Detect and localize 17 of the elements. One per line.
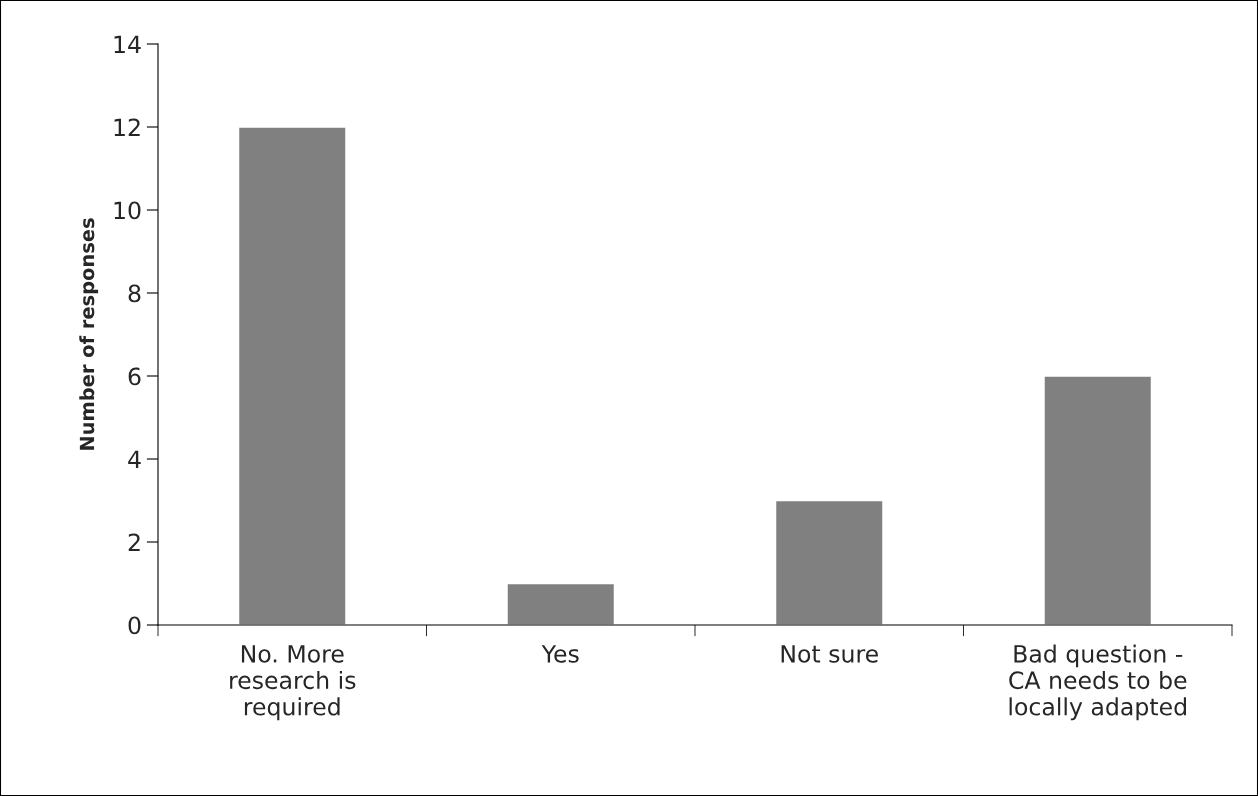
y-tick-label: 14 (114, 35, 141, 53)
bar (1043, 375, 1153, 625)
y-tick-label: 10 (114, 201, 141, 220)
y-axis-title: Number of responses (79, 218, 99, 450)
x-tick-label: No. More research is required (230, 645, 356, 721)
y-tick-label: 12 (114, 118, 140, 136)
x-tick-label: Yes (541, 645, 579, 663)
y-tick-label: 6 (128, 367, 141, 386)
bar (774, 499, 884, 625)
y-tick-label: 2 (128, 533, 140, 551)
bar (237, 126, 347, 625)
y-tick-label: 8 (128, 284, 141, 303)
y-tick-label: 0 (128, 616, 141, 635)
bar (506, 582, 616, 625)
x-tick-label: Not sure (781, 645, 878, 663)
y-tick-label: 4 (128, 450, 141, 468)
x-tick-label: Bad question - CA needs to be locally adapted (1009, 644, 1187, 721)
